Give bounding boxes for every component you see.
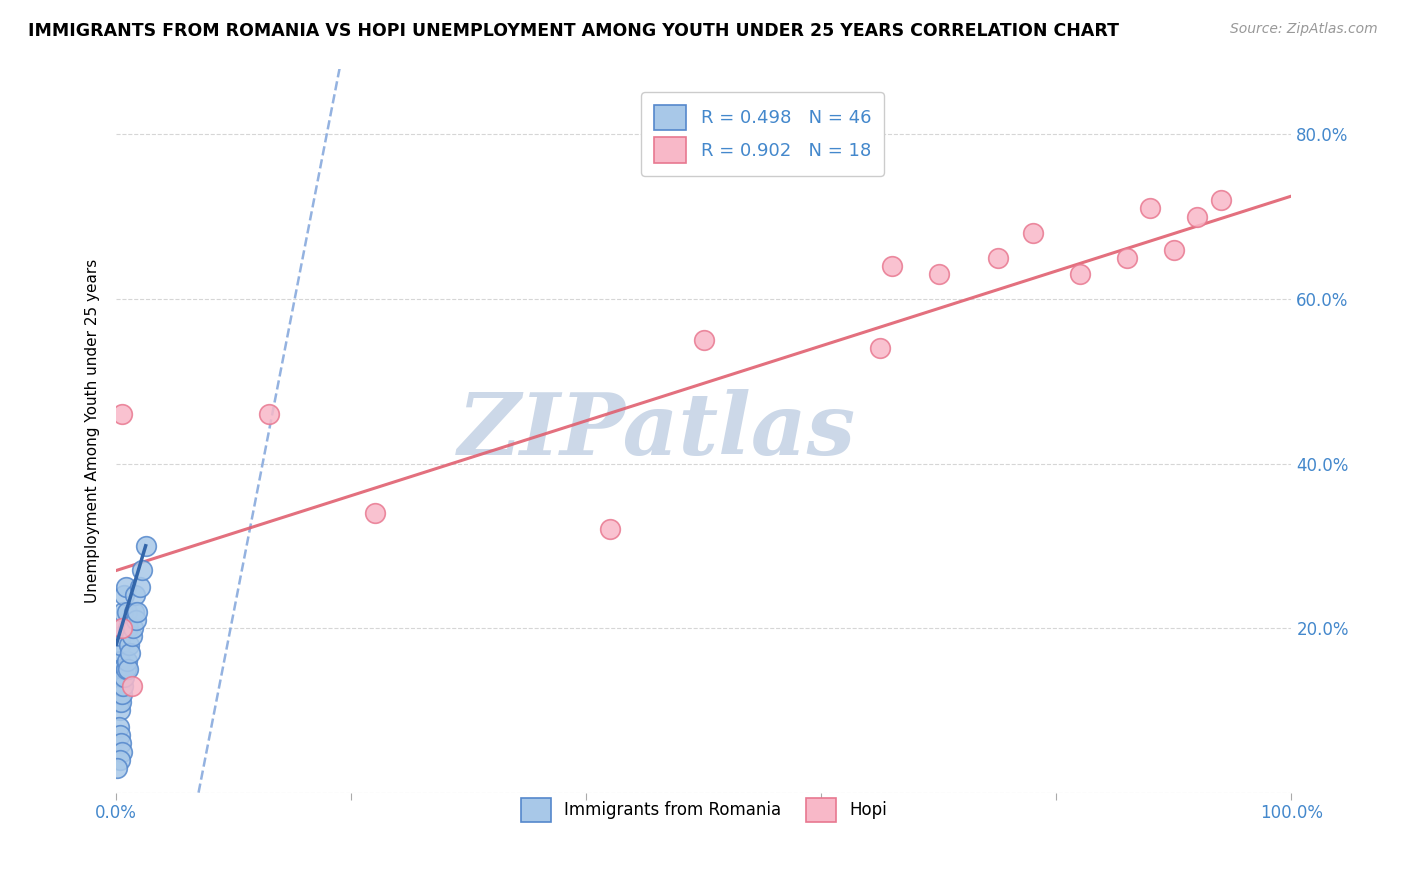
Point — [121, 679, 143, 693]
Point — [124, 588, 146, 602]
Text: Source: ZipAtlas.com: Source: ZipAtlas.com — [1230, 22, 1378, 37]
Point — [928, 267, 950, 281]
Point — [135, 539, 157, 553]
Point — [987, 251, 1010, 265]
Point — [115, 654, 138, 668]
Point — [111, 621, 134, 635]
Point — [1209, 193, 1232, 207]
Point — [869, 341, 891, 355]
Point — [112, 679, 135, 693]
Point — [121, 621, 143, 635]
Text: IMMIGRANTS FROM ROMANIA VS HOPI UNEMPLOYMENT AMONG YOUTH UNDER 25 YEARS CORRELAT: IMMIGRANTS FROM ROMANIA VS HOPI UNEMPLOY… — [28, 22, 1119, 40]
Point — [111, 687, 134, 701]
Point — [1116, 251, 1139, 265]
Point — [122, 605, 145, 619]
Point — [112, 662, 135, 676]
Point — [108, 728, 131, 742]
Point — [107, 670, 129, 684]
Point — [111, 407, 134, 421]
Point — [364, 506, 387, 520]
Point — [110, 679, 132, 693]
Point — [117, 621, 139, 635]
Point — [121, 629, 143, 643]
Point — [107, 662, 129, 676]
Point — [117, 662, 139, 676]
Point — [1022, 226, 1045, 240]
Point — [131, 564, 153, 578]
Point — [1187, 210, 1209, 224]
Point — [120, 646, 142, 660]
Point — [107, 687, 129, 701]
Text: ZIPatlas: ZIPatlas — [458, 389, 856, 473]
Point — [115, 605, 138, 619]
Point — [128, 580, 150, 594]
Point — [1163, 243, 1185, 257]
Point — [110, 662, 132, 676]
Point — [127, 605, 149, 619]
Point — [111, 621, 134, 635]
Point — [257, 407, 280, 421]
Point — [108, 753, 131, 767]
Point — [111, 670, 134, 684]
Point — [108, 654, 131, 668]
Point — [110, 629, 132, 643]
Point — [1139, 202, 1161, 216]
Point — [114, 588, 136, 602]
Point — [112, 605, 135, 619]
Point — [693, 333, 716, 347]
Point — [107, 679, 129, 693]
Point — [110, 736, 132, 750]
Point — [880, 259, 903, 273]
Point — [107, 695, 129, 709]
Point — [108, 703, 131, 717]
Point — [107, 720, 129, 734]
Point — [125, 613, 148, 627]
Point — [107, 761, 129, 775]
Point — [599, 522, 621, 536]
Point — [107, 646, 129, 660]
Point — [114, 580, 136, 594]
Point — [108, 687, 131, 701]
Point — [1069, 267, 1091, 281]
Point — [110, 695, 132, 709]
Legend: Immigrants from Romania, Hopi: Immigrants from Romania, Hopi — [508, 785, 900, 835]
Point — [118, 638, 141, 652]
Point — [114, 670, 136, 684]
Y-axis label: Unemployment Among Youth under 25 years: Unemployment Among Youth under 25 years — [86, 259, 100, 603]
Point — [114, 662, 136, 676]
Point — [108, 670, 131, 684]
Point — [111, 745, 134, 759]
Point — [108, 638, 131, 652]
